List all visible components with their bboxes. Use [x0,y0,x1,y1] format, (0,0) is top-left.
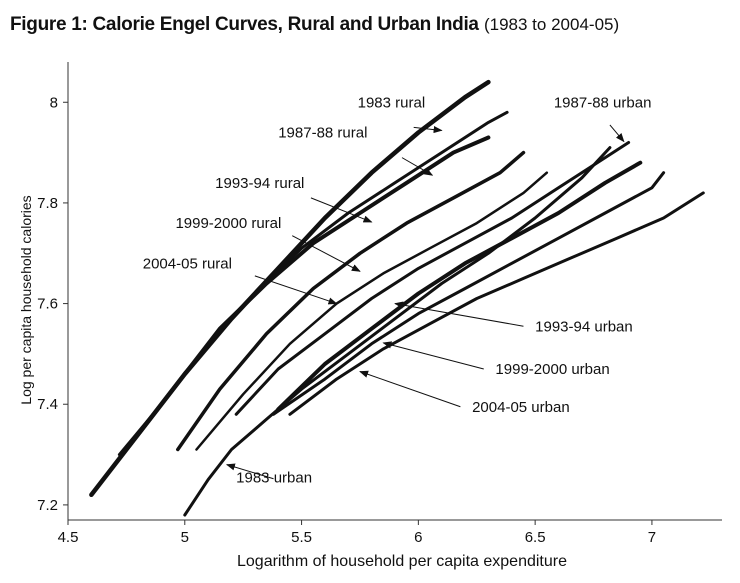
y-tick-label: 8 [50,94,58,111]
series-line-1993-94-urban [276,160,643,412]
series-line-1999-2000-rural [176,150,526,452]
y-axis-label: Log per capita household calories [18,195,34,404]
annotation-label-1987-88-rural: 1987-88 rural [278,124,367,141]
x-tick-label: 5 [181,529,189,546]
x-tick-label: 6 [414,529,422,546]
annotation-arrow-2004-05-urban [359,370,461,408]
annotation-label-1999-2000-urban: 1999-2000 urban [495,361,609,378]
annotation-label-1993-94-urban: 1993-94 urban [535,318,633,335]
annotation-arrow-1983-rural [413,126,443,134]
x-tick-label: 5.5 [291,529,312,546]
y-tick-label: 7.4 [37,396,58,413]
annotation-arrow-2004-05-rural [254,275,338,305]
series-line-1999-2000-urban [272,171,666,416]
x-tick-label: 7 [648,529,656,546]
series-line-2004-05-rural [195,171,549,451]
annotation-arrow-1983-urban [225,463,274,480]
annotation-label-1987-88-urban: 1987-88 urban [554,94,652,111]
annotation-label-1993-94-rural: 1993-94 rural [215,175,304,192]
annotation-arrow-1999-2000-rural [291,235,361,272]
annotation-label-2004-05-urban: 2004-05 urban [472,399,570,416]
x-axis-label: Logarithm of household per capita expend… [237,553,567,570]
x-tick-label: 4.5 [58,529,79,546]
annotation-arrow-1987-88-urban [609,124,625,143]
series-lines [89,79,705,517]
axes: 4.5 5 5.5 6 6.5 7 7.2 7.4 7.6 7.8 8 [37,62,722,546]
annotation-arrow-1993-94-urban [394,301,524,327]
annotation-label-1999-2000-rural: 1999-2000 rural [175,215,281,232]
x-tick-label: 6.5 [525,529,546,546]
annotation-arrow-1987-88-rural [401,157,434,176]
series-line-1987-88-urban [234,141,631,416]
figure-title-period: (1983 to 2004-05) [483,15,620,34]
annotation-label-1983-rural: 1983 rural [358,94,426,111]
annotation-arrow-1999-2000-urban [382,341,484,370]
y-tick-label: 7.8 [37,195,58,212]
y-tick-label: 7.2 [37,497,58,514]
series-line-1983-urban [183,146,612,517]
annotations: 1983 rural 1987-88 rural 1993-94 rural 1999… [143,94,652,486]
series-line-1993-94-rural [124,135,491,452]
annotation-label-1983-urban: 1983 urban [236,469,312,486]
figure-title: Figure 1: Calorie Engel Curves, Rural an… [10,14,619,36]
annotation-arrow-1993-94-rural [310,197,373,223]
figure-title-main: Figure 1: Calorie Engel Curves, Rural an… [10,14,479,35]
series-line-2004-05-urban [288,191,705,416]
y-tick-label: 7.6 [37,296,58,313]
annotation-label-2004-05-rural: 2004-05 rural [143,255,232,272]
